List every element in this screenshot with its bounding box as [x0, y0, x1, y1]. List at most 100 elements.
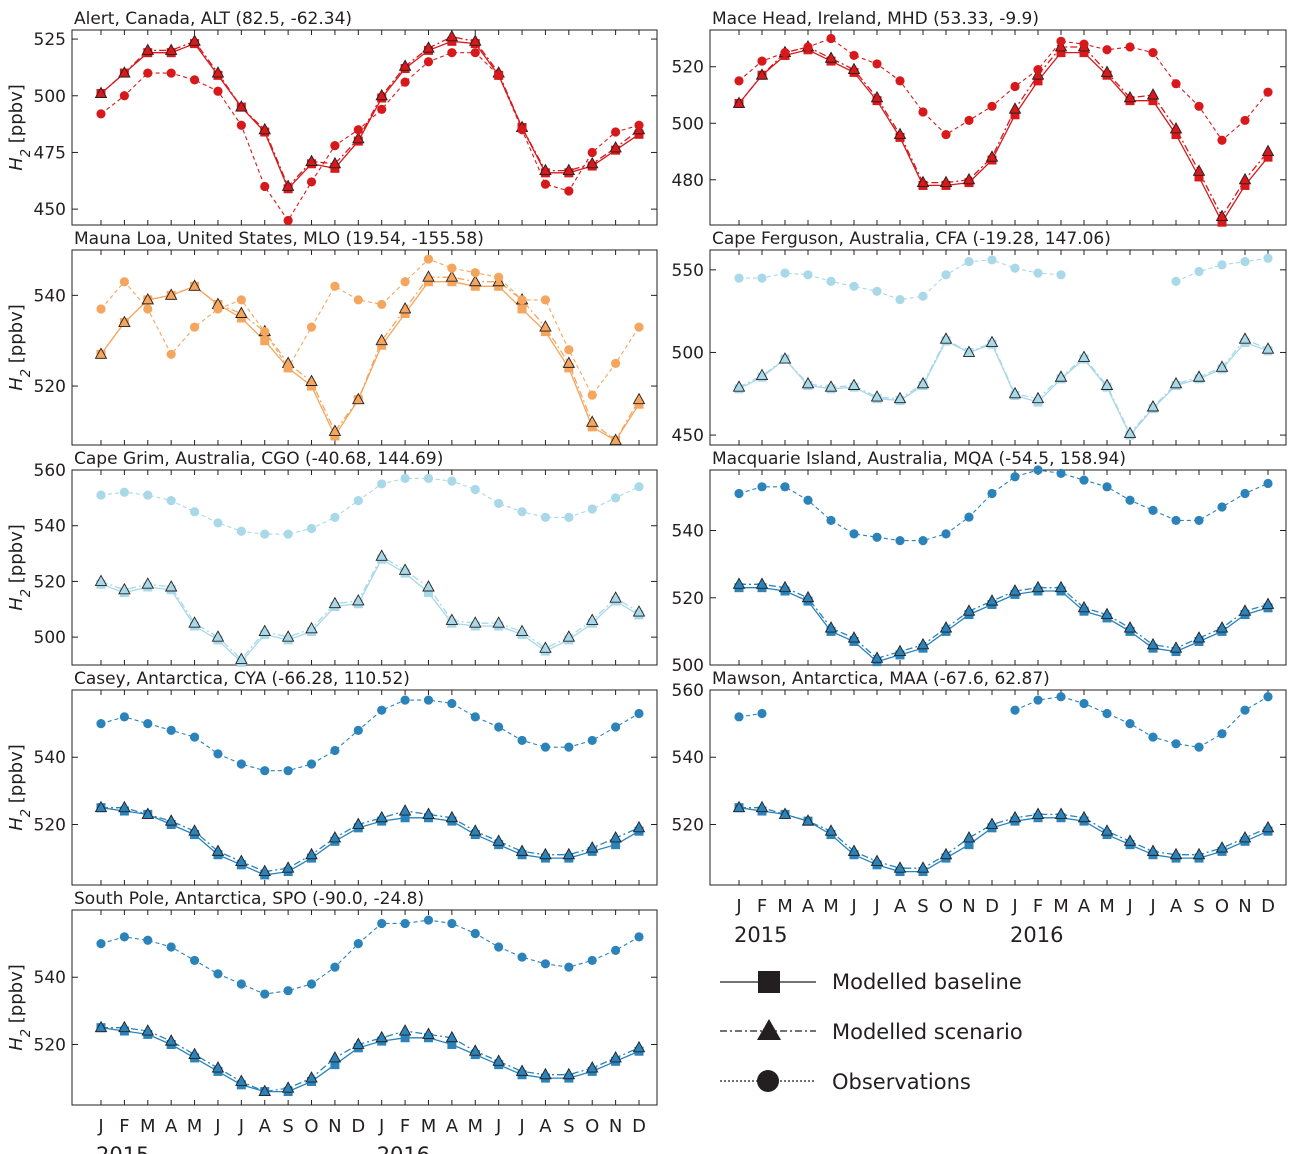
x-tick-label: N: [1238, 896, 1251, 917]
data-point-observation: [377, 479, 387, 489]
data-point-observation: [918, 291, 928, 301]
x-tick-label: J: [1011, 896, 1017, 917]
data-point-scenario: [1192, 164, 1206, 176]
data-point-observation: [587, 390, 597, 400]
data-point-scenario: [962, 604, 976, 616]
data-point-scenario: [962, 172, 976, 185]
data-point-observation: [964, 512, 974, 522]
data-point-baseline: [964, 840, 974, 850]
data-point-scenario: [870, 390, 884, 402]
data-point-baseline: [587, 422, 597, 432]
data-point-scenario: [375, 549, 388, 561]
data-point-observation: [470, 928, 480, 939]
data-point-scenario: [188, 824, 201, 836]
data-point-observation: [189, 507, 200, 517]
data-point-scenario: [94, 347, 108, 359]
data-point-scenario: [801, 814, 815, 826]
data-point-scenario: [893, 861, 907, 873]
series-line-3: [100, 699, 640, 772]
data-point-observation: [872, 59, 882, 69]
data-point-observation: [260, 989, 270, 999]
data-point-observation: [1010, 705, 1020, 715]
data-point-observation: [423, 915, 434, 925]
data-point-observation: [587, 955, 597, 966]
data-point-scenario: [1215, 621, 1229, 633]
y-axis-label-unit: [ppbv]: [6, 964, 27, 1029]
x-tick-label: F: [757, 896, 767, 917]
data-point-scenario: [755, 800, 769, 813]
data-point-observation: [1010, 472, 1020, 482]
data-point-scenario: [539, 163, 552, 176]
data-point-observation: [143, 68, 153, 78]
data-point-scenario: [562, 163, 576, 176]
x-tick-label: F: [119, 1116, 129, 1137]
data-point-observation: [734, 488, 744, 499]
data-point-scenario: [1031, 580, 1045, 593]
data-point-observation: [1102, 45, 1112, 55]
triangle-marker-icon: [757, 1019, 781, 1040]
y-axis-label-unit: [ppbv]: [6, 524, 27, 589]
data-point-observation: [236, 526, 246, 536]
data-point-scenario: [870, 651, 884, 663]
data-point-scenario: [305, 847, 318, 860]
data-point-observation: [964, 256, 974, 267]
y-tick-label: 560: [34, 461, 66, 481]
y-tick-label: 520: [34, 572, 66, 592]
data-point-scenario: [1100, 824, 1114, 836]
data-point-scenario: [305, 1071, 318, 1083]
data-point-scenario: [916, 637, 930, 650]
panel-title: Macquarie Island, Australia, MQA (-54.5,…: [712, 449, 1126, 469]
x-tick-label: N: [609, 1116, 622, 1137]
data-point-scenario: [539, 320, 552, 332]
data-point-scenario: [1215, 209, 1229, 221]
data-point-scenario: [235, 306, 248, 318]
data-point-scenario: [1215, 841, 1229, 853]
data-point-scenario: [985, 594, 999, 606]
data-point-observation: [143, 304, 153, 314]
data-point-scenario: [258, 624, 272, 637]
data-point-scenario: [562, 847, 576, 860]
data-point-baseline: [1194, 172, 1204, 182]
data-point-observation: [260, 766, 270, 776]
data-point-scenario: [1169, 376, 1183, 389]
square-marker-icon: [758, 971, 780, 993]
data-point-observation: [470, 712, 480, 722]
y-tick-label: 540: [34, 517, 66, 537]
series-line-1: [739, 587, 1269, 663]
data-point-scenario: [1031, 807, 1045, 819]
data-point-observation: [400, 473, 410, 483]
data-point-observation: [611, 945, 621, 955]
data-point-scenario: [585, 1061, 599, 1073]
data-point-observation: [634, 932, 644, 942]
data-point-observation: [1102, 708, 1112, 719]
data-point-scenario: [188, 616, 201, 628]
data-point-scenario: [211, 1061, 225, 1073]
data-point-scenario: [492, 1054, 505, 1066]
data-point-observation: [941, 270, 951, 280]
data-point-observation: [1240, 488, 1250, 499]
data-point-observation: [1194, 742, 1204, 752]
data-point-scenario: [539, 641, 552, 653]
plot-frame: [709, 29, 1287, 226]
series-line-2: [100, 36, 640, 188]
data-point-scenario: [585, 613, 599, 625]
data-point-observation: [1033, 64, 1043, 75]
plot-frame: [709, 469, 1287, 666]
data-point-observation: [1171, 276, 1181, 286]
data-point-observation: [941, 529, 951, 539]
data-point-baseline: [377, 340, 387, 350]
y-axis-label: H2 [ppbv]: [6, 744, 34, 831]
data-point-observation: [1263, 692, 1273, 702]
legend-label-observations: Observations: [832, 1070, 971, 1094]
data-point-scenario: [1261, 144, 1275, 156]
y-tick-label: 500: [672, 656, 704, 676]
data-point-observation: [166, 496, 176, 506]
data-point-baseline: [330, 163, 340, 173]
data-point-observation: [400, 918, 410, 929]
data-point-scenario: [164, 43, 178, 55]
data-point-observation: [1079, 698, 1089, 709]
data-point-observation: [734, 712, 744, 722]
data-point-scenario: [94, 800, 108, 813]
data-point-baseline: [634, 399, 644, 409]
